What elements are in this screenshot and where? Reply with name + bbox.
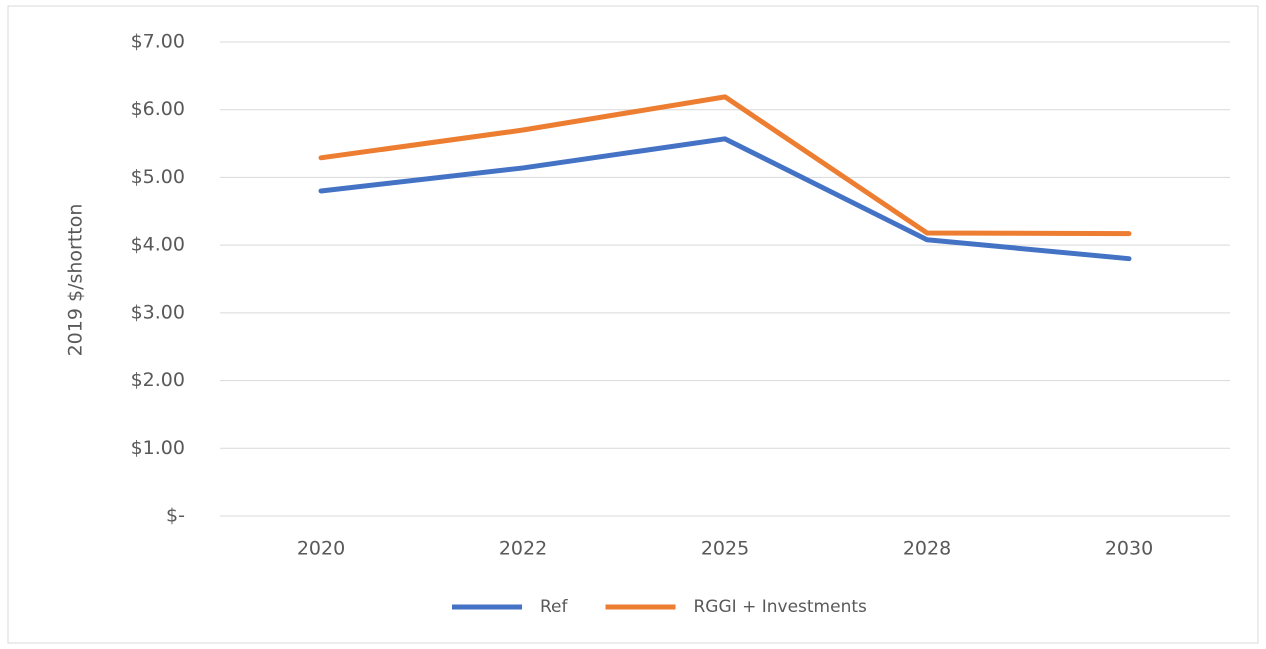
y-tick-label: $- (166, 505, 185, 527)
x-tick-label: 2022 (499, 538, 547, 560)
y-tick-label: $6.00 (131, 98, 185, 120)
x-tick-label: 2025 (701, 538, 749, 560)
x-tick-label: 2030 (1105, 538, 1153, 560)
y-tick-label: $3.00 (131, 301, 185, 323)
y-tick-label: $5.00 (131, 166, 185, 188)
x-tick-label: 2028 (903, 538, 951, 560)
x-tick-label: 2020 (297, 538, 345, 560)
y-axis-label: 2019 $/shortton (65, 204, 87, 357)
chart-border (7, 5, 1259, 644)
legend-label: RGGI + Investments (694, 597, 868, 617)
y-tick-label: $7.00 (131, 31, 185, 53)
data-line (318, 94, 1132, 237)
legend-label: Ref (540, 597, 569, 617)
y-tick-label: $1.00 (131, 437, 185, 459)
y-tick-label: $2.00 (131, 369, 185, 391)
data-line (318, 136, 1132, 262)
y-tick-label: $4.00 (131, 234, 185, 256)
